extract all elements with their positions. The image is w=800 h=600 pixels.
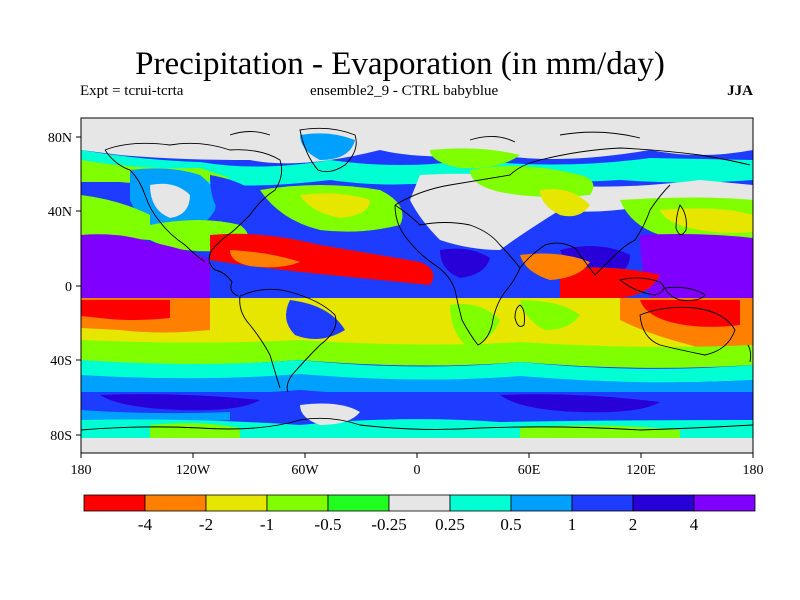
colorbar-box [205, 494, 268, 512]
colorbar-box [266, 494, 329, 512]
colorbar-box [632, 494, 695, 512]
colorbar-label: 4 [690, 515, 699, 534]
colorbar-label: -4 [138, 515, 153, 534]
precip-field [81, 118, 753, 453]
lat-tick-40s: 40S [50, 354, 72, 369]
colorbar-box [327, 494, 390, 512]
colorbar-box [144, 494, 207, 512]
lon-tick-60w: 60W [291, 463, 319, 478]
lat-tick-40n: 40N [48, 205, 72, 220]
colorbar-box [83, 494, 146, 512]
colorbar-label: -2 [199, 515, 213, 534]
colorbar-label: -0.25 [371, 515, 406, 534]
colorbar-labels: -4 -2 -1 -0.5 -0.25 0.25 0.5 1 2 4 [138, 515, 699, 534]
colorbar-box [449, 494, 512, 512]
lat-tick-80n: 80N [48, 131, 72, 146]
plot-title: Precipitation - Evaporation (in mm/day) [135, 46, 665, 82]
experiment-label: Expt = tcrui-tcrta [80, 83, 184, 99]
lon-tick-60e: 60E [518, 463, 541, 478]
colorbar-label: 0.25 [435, 515, 465, 534]
colorbar-box [388, 494, 451, 512]
lat-tick-80s: 80S [50, 429, 72, 444]
colorbar [83, 494, 756, 512]
lon-tick-180e: 180 [743, 463, 764, 478]
lon-tick-120e: 120E [626, 463, 656, 478]
colorbar-box [510, 494, 573, 512]
lon-tick-120w: 120W [176, 463, 211, 478]
colorbar-box [693, 494, 756, 512]
lat-tick-0: 0 [65, 280, 72, 295]
lon-tick-180w: 180 [71, 463, 92, 478]
colorbar-label: -0.5 [315, 515, 342, 534]
season-label: JJA [727, 83, 753, 99]
colorbar-label: 2 [629, 515, 638, 534]
colorbar-label: 1 [568, 515, 577, 534]
ensemble-label: ensemble2_9 - CTRL babyblue [310, 83, 499, 99]
colorbar-label: 0.5 [500, 515, 521, 534]
lon-tick-0: 0 [414, 463, 421, 478]
colorbar-box [571, 494, 634, 512]
colorbar-label: -1 [260, 515, 274, 534]
